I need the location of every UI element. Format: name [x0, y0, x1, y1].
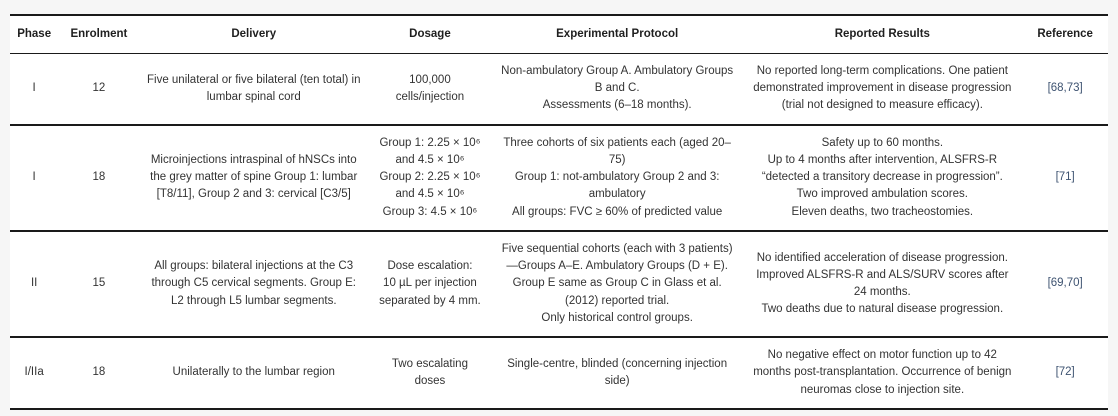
cell-enrolment: 18 [92, 171, 106, 184]
table-row: I 18 Microinjections intraspinal of hNSC… [10, 125, 1108, 231]
cell-reported-results: No negative effect on motor function up … [753, 349, 1012, 396]
cell-reference: [69,70] [1022, 231, 1108, 337]
clinical-trials-table: Phase Enrolment Delivery Dosage Experime… [10, 14, 1108, 410]
reference-link[interactable]: [68,73] [1047, 82, 1083, 95]
cell-dosage: 100,000 cells/injection [395, 73, 465, 103]
column-header-reported-results: Reported Results [742, 15, 1023, 54]
cell-experimental-protocol: Five sequential cohorts (each with 3 pat… [501, 242, 733, 324]
table-row: II 15 All groups: bilateral injections a… [10, 231, 1108, 338]
cell-experimental-protocol: Three cohorts of six patients each (aged… [503, 136, 731, 218]
cell-dosage: Dose escalation: 10 µL per injection sep… [379, 260, 481, 307]
cell-delivery: Microinjections intraspinal of hNSCs int… [150, 153, 358, 201]
cell-enrolment: 12 [92, 82, 106, 95]
cell-experimental-protocol: Non-ambulatory Group A. Ambulatory Group… [501, 64, 734, 112]
cell-dosage: Two escalating doses [391, 357, 468, 388]
cell-enrolment: 18 [92, 366, 106, 379]
column-header-phase: Phase [10, 15, 59, 54]
cell-reported-results: No reported long-term complications. One… [753, 64, 1012, 112]
reference-link[interactable]: [72] [1055, 366, 1075, 379]
column-header-enrolment: Enrolment [58, 15, 140, 54]
cell-phase: I [32, 171, 36, 184]
table-row: I/IIa 18 Unilaterally to the lumbar regi… [10, 337, 1108, 409]
cell-phase: I [32, 82, 36, 95]
cell-phase: II [30, 277, 38, 290]
cell-enrolment: 15 [92, 277, 106, 290]
cell-reference: [68,73] [1022, 53, 1108, 124]
column-header-experimental-protocol: Experimental Protocol [491, 15, 743, 54]
column-header-reference: Reference [1022, 15, 1108, 54]
reference-link[interactable]: [69,70] [1047, 277, 1083, 290]
column-header-delivery: Delivery [139, 15, 368, 54]
column-header-dosage: Dosage [367, 15, 492, 54]
cell-delivery: All groups: bilateral injections at the … [151, 260, 356, 307]
header-row: Phase Enrolment Delivery Dosage Experime… [10, 15, 1108, 54]
cell-phase: I/IIa [24, 366, 44, 379]
cell-reference: [71] [1022, 125, 1108, 231]
reference-link[interactable]: [71] [1055, 171, 1075, 184]
cell-experimental-protocol: Single-centre, blinded (concerning injec… [507, 357, 728, 388]
table-row: I 12 Five unilateral or five bilateral (… [10, 53, 1108, 125]
cell-reference: [72] [1022, 337, 1108, 409]
cell-dosage: Group 1: 2.25 × 10⁶ and 4.5 × 10⁶ Group … [379, 136, 481, 218]
cell-delivery: Five unilateral or five bilateral (ten t… [146, 73, 361, 103]
cell-delivery: Unilaterally to the lumbar region [172, 366, 335, 379]
cell-reported-results: Safety up to 60 months. Up to 4 months a… [761, 136, 1003, 218]
cell-reported-results: No identified acceleration of disease pr… [756, 251, 1009, 316]
